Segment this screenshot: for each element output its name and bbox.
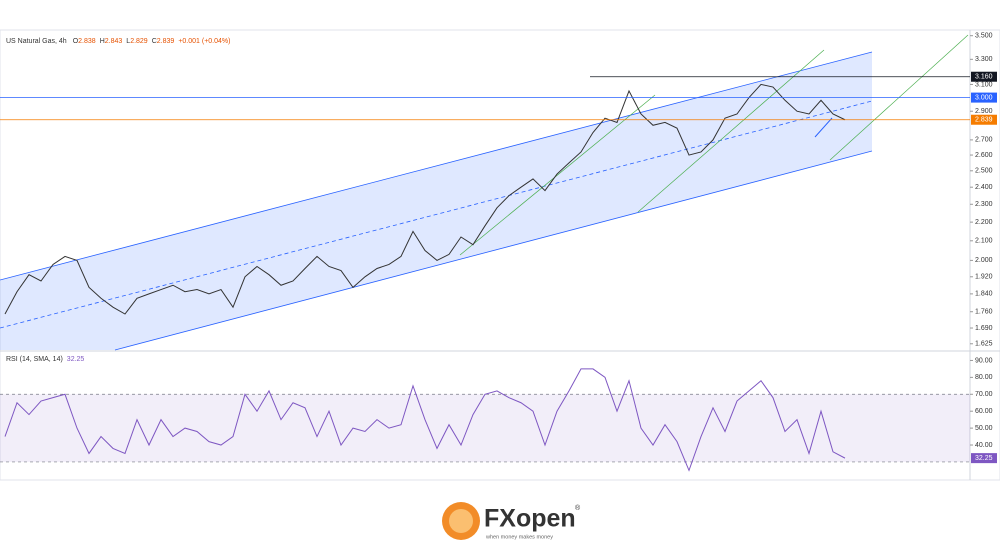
y-tick-label: 90.00 [975,357,993,364]
ohlc-label: C [152,38,157,45]
rsi-title: RSI (14, SMA, 14) [6,356,63,363]
y-tick-label: 1.920 [975,274,993,281]
level-box [971,92,997,103]
trend-line [459,94,656,256]
y-tick-label: 2.000 [975,257,993,264]
y-tick-label: 1.760 [975,309,993,316]
y-tick-label: 50.00 [975,425,993,432]
y-tick-label: 70.00 [975,391,993,398]
y-tick-label: 60.00 [975,408,993,415]
y-tick-label: 2.300 [975,201,993,208]
y-tick-label: 2.200 [975,219,993,226]
level-box [971,71,997,82]
channel-lower [114,150,873,351]
rsi-header: RSI (14, SMA, 14) 32.25 [6,356,84,363]
y-tick-label: 2.700 [975,137,993,144]
rsi-pane: 40.00 50.00 60.00 70.00 80.00 90.00 32.25 [0,357,997,472]
y-tick-label: 1.690 [975,325,993,332]
y-tick-label: 80.00 [975,374,993,381]
level-label: 2.839 [975,117,993,124]
channel-upper [0,51,873,281]
current-box [971,453,997,464]
ohlc-label: H [100,38,105,45]
logo-text: FXopen [484,505,576,533]
ohlc-value: 2.838 [78,38,96,45]
y-tick-label: 3.300 [975,56,993,63]
y-tick-label: 1.840 [975,291,993,298]
logo-icon [449,509,473,533]
arrow-line [814,117,833,138]
ohlc-value: 2.839 [157,38,175,45]
level-label: 3.160 [975,74,993,81]
ohlc-value: 2.829 [130,38,148,45]
registered: ® [575,504,581,512]
ohlc-label: L [126,38,130,45]
series-line [4,368,846,472]
rsi-current: 32.25 [67,356,85,363]
ohlc-label: O [73,38,79,45]
channel-mid [0,100,873,329]
y-tick-label: 2.400 [975,184,993,191]
channel-fill [0,52,872,350]
change: +0.001 (+0.04%) [178,38,230,45]
price-pane: 1.625 1.690 1.760 1.840 1.920 2.000 2.100 2.200… [0,33,997,348]
level-label: 3.000 [975,94,993,101]
rsi-band [0,394,970,462]
logo: FXopen ® when money makes money [442,502,581,540]
y-tick-label: 1.625 [975,341,993,348]
y-tick-label: 2.100 [975,238,993,245]
tagline: when money makes money [485,534,553,540]
y-tick-label: 3.500 [975,33,993,40]
y-tick-label: 2.500 [975,168,993,175]
symbol: US Natural Gas, 4h [6,38,67,45]
y-tick-label: 40.00 [975,442,993,449]
y-tick-label: 2.600 [975,152,993,159]
ohlc-value: 2.843 [105,38,123,45]
y-tick-label: 2.900 [975,108,993,115]
series-line [4,83,846,315]
current-label: 32.25 [975,455,993,462]
header: US Natural Gas, 4h O2.838 H2.843 L2.829 C2.8… [6,38,230,45]
chart-frame [0,29,1000,481]
y-tick-label: 3.100 [975,81,993,88]
level-box [971,114,997,125]
